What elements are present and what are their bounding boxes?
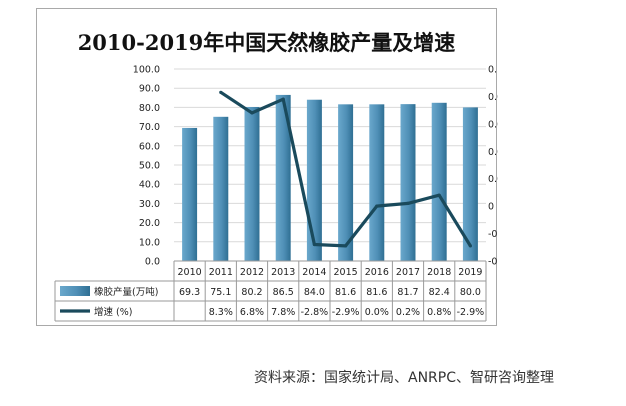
y-right-tick-label: 0.02 [488,174,498,185]
bar [431,102,447,262]
bar [462,107,478,262]
x-tick-label: 2019 [458,267,482,278]
x-tick-label: 2014 [302,267,326,278]
growth-value-label: 0.2% [396,307,420,318]
y-left-tick-label: 80.0 [139,103,160,114]
source-note: 资料来源：国家统计局、ANRPC、智研咨询整理 [254,370,554,386]
growth-point [375,204,379,208]
bar [369,104,385,261]
y-right-tick-label: 0.08 [488,92,498,103]
bar [244,107,260,262]
growth-point [281,97,285,101]
x-tick-label: 2010 [178,267,202,278]
chart-frame: 2010-2019年中国天然橡胶产量及增速 0.0 10.0 20.0 30.0 40.… [36,8,498,326]
bar-value-label: 80.2 [241,287,262,298]
growth-value-label: 0.0% [365,307,389,318]
y-right-tick-label: 0.04 [488,147,498,158]
y-right-tick-label: 0.1 [488,65,498,76]
growth-point [219,90,223,94]
x-tick-label: 2011 [209,267,233,278]
y-left-tick-label: 10.0 [139,237,160,248]
growth-point [406,201,410,205]
x-tick-label: 2018 [427,267,451,278]
y-right-tick-label: -0.04 [488,257,498,268]
bar-value-label: 84.0 [304,287,325,298]
bar [182,127,198,261]
growth-value-label: 6.8% [240,307,264,318]
bar [400,104,416,261]
bar [306,99,322,261]
bar-value-label: 86.5 [273,287,294,298]
bar-value-label: 81.6 [335,287,356,298]
y-left-tick-label: 90.0 [139,84,160,95]
bar-value-label: 80.0 [460,287,481,298]
y-left-tick-label: 50.0 [139,161,160,172]
y-left-tick-label: 70.0 [139,122,160,133]
y-left-tick-label: 40.0 [139,180,160,191]
bar [338,104,354,261]
legend-swatch-bar [60,286,90,296]
x-tick-label: 2017 [396,267,420,278]
growth-value-label: -2.9% [332,307,360,318]
bar-value-label: 75.1 [210,287,231,298]
growth-value-label: -2.9% [457,307,485,318]
growth-point [312,242,316,247]
y-right-tick-label: 0 [488,202,494,213]
y-right-tick-label: 0.06 [488,119,498,130]
y-right-tick-label: -0.02 [488,229,498,240]
legend-label-bar: 橡胶产量(万吨) [94,286,158,298]
x-tick-label: 2016 [365,267,389,278]
growth-point [437,193,441,197]
y-left-tick-label: 30.0 [139,199,160,210]
y-left-tick-label: 20.0 [139,218,160,229]
chart-title: 2010-2019年中国天然橡胶产量及增速 [77,30,456,55]
bar [213,116,229,261]
bar-value-label: 81.6 [366,287,387,298]
legend-label-line: 增速 (%) [94,306,132,318]
x-tick-label: 2012 [240,267,264,278]
bar-value-label: 82.4 [429,287,450,298]
bar [275,94,291,261]
growth-value-label: 8.3% [209,307,233,318]
x-tick-label: 2013 [271,267,295,278]
y-left-tick-label: 60.0 [139,141,160,152]
growth-value-label: 7.8% [271,307,295,318]
x-tick-label: 2015 [334,267,358,278]
growth-value-label: 0.8% [427,307,451,318]
y-left-tick-label: 0.0 [145,257,160,268]
growth-point [344,244,348,248]
growth-value-label: -2.8% [301,307,329,318]
growth-point [468,244,472,248]
bar-value-label: 81.7 [397,287,418,298]
bar-value-label: 69.3 [179,287,200,298]
y-left-tick-label: 100.0 [133,65,160,76]
chart-canvas: 0.0 10.0 20.0 30.0 40.0 50.0 60.0 70.0 80.0 90.0 1… [54,65,498,322]
growth-point [250,111,254,115]
